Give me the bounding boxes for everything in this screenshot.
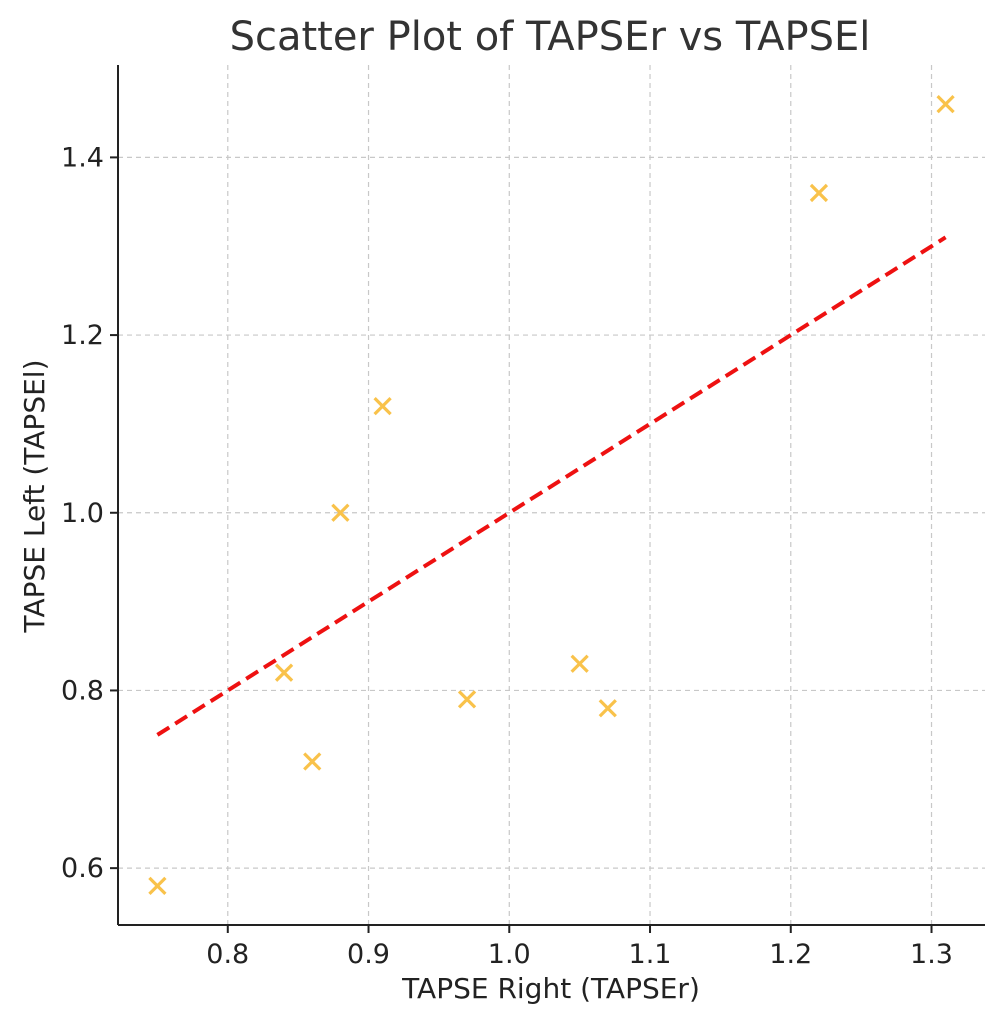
chart-title: Scatter Plot of TAPSEr vs TAPSEl xyxy=(230,14,871,60)
y-axis-label: TAPSE Left (TAPSEl) xyxy=(18,360,51,634)
x-marker xyxy=(936,94,955,114)
scatter-point xyxy=(274,663,294,682)
x-tick-label: 1.1 xyxy=(629,939,672,970)
x-axis-label: TAPSE Right (TAPSEr) xyxy=(401,972,700,1005)
y-tick-label: 0.8 xyxy=(61,675,104,706)
scatter-point xyxy=(936,94,955,114)
x-axis-ticks: 0.8 0.9 1.0 1.1 1.2 1.3 xyxy=(206,925,953,970)
scatter-point xyxy=(598,699,617,718)
x-marker xyxy=(457,690,477,709)
scatter-point xyxy=(809,183,829,203)
x-marker xyxy=(809,183,829,203)
y-axis-ticks: 0.6 0.8 1.0 1.2 1.4 xyxy=(61,142,118,884)
x-marker xyxy=(570,654,589,673)
scatter-point xyxy=(331,503,350,522)
x-marker xyxy=(303,752,322,771)
x-tick-label: 1.0 xyxy=(488,939,531,970)
grid-lines xyxy=(118,65,985,925)
x-tick-label: 0.8 xyxy=(206,939,249,970)
scatter-points xyxy=(148,94,955,896)
reference-line xyxy=(156,235,947,737)
scatter-point xyxy=(373,397,392,416)
x-tick-label: 1.3 xyxy=(910,939,953,970)
x-marker xyxy=(373,397,392,416)
scatter-point xyxy=(303,752,322,771)
x-tick-label: 0.9 xyxy=(347,939,390,970)
scatter-point xyxy=(148,876,167,896)
reference-line-layer xyxy=(156,235,947,737)
scatter-point xyxy=(570,654,589,673)
x-marker xyxy=(331,503,350,522)
y-tick-label: 1.2 xyxy=(61,320,104,351)
y-tick-label: 1.0 xyxy=(61,498,104,529)
y-tick-label: 0.6 xyxy=(61,853,104,884)
scatter-point xyxy=(457,690,477,709)
x-marker xyxy=(598,699,617,718)
x-marker xyxy=(274,663,294,682)
y-tick-label: 1.4 xyxy=(61,142,104,173)
x-tick-label: 1.2 xyxy=(769,939,812,970)
x-marker xyxy=(148,876,167,896)
